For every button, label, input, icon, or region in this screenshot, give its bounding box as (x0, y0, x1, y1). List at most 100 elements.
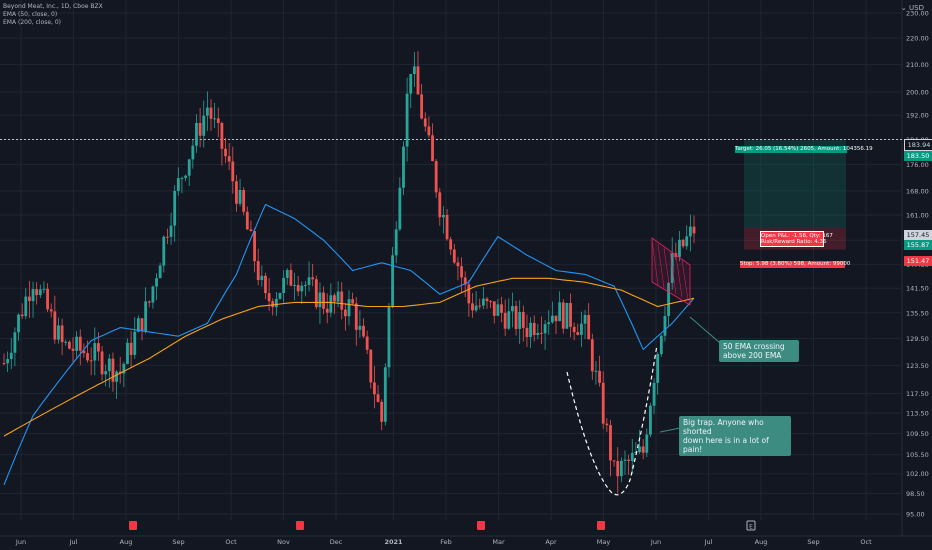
price-tag-dashed: 183.94 (904, 139, 932, 151)
candle-body (144, 301, 148, 332)
candle-body (314, 279, 318, 308)
candle-body (543, 324, 547, 334)
candle-body (594, 370, 598, 372)
candle-body (97, 343, 100, 352)
x-tick-label: Sep (807, 538, 819, 546)
candle-body (623, 459, 627, 461)
price-tag-entry: 157.45 (904, 230, 932, 240)
candle-body (118, 371, 122, 374)
candle-body (598, 370, 601, 383)
candle-body (173, 190, 177, 226)
candle-body (478, 305, 482, 307)
candle-body (278, 293, 282, 299)
x-tick-label: Feb (440, 538, 452, 546)
candle-body (57, 325, 60, 340)
cup-pattern-curve (566, 344, 658, 496)
x-tick-label: Nov (277, 538, 290, 546)
candle-body (460, 266, 463, 278)
candle-body (169, 225, 173, 237)
x-tick-label: Jul (69, 538, 78, 546)
candle-body (547, 322, 551, 325)
candle-body (231, 161, 235, 182)
candle-body (569, 303, 572, 327)
candle-body (180, 177, 184, 179)
candle-body (329, 295, 333, 313)
candle-body (394, 229, 398, 256)
candle-body (187, 159, 191, 176)
earnings-marker (477, 521, 485, 530)
flag-hatch (669, 251, 677, 295)
candle-body (216, 118, 220, 123)
candle-body (205, 107, 209, 116)
price-tag-stop: 151.47 (904, 256, 932, 266)
legend-panel: Beyond Meat, Inc., 1D, Cboe BZX EMA (50,… (3, 3, 103, 27)
candle-body (442, 215, 445, 218)
candle-body (6, 359, 10, 364)
candle-body (158, 265, 162, 279)
candle-body (20, 314, 24, 317)
candle-body (42, 288, 46, 290)
candle-body (373, 382, 376, 395)
candle-body (46, 288, 49, 310)
candle-body (391, 255, 394, 307)
ema-cross-note: 50 EMA crossing above 200 EMA (719, 340, 799, 362)
candle-body (663, 316, 667, 336)
candle-body (369, 349, 373, 383)
candle-body (521, 311, 525, 328)
candle-body (605, 423, 609, 426)
big-trap-pointer (659, 427, 681, 433)
candle-body (376, 394, 380, 402)
price-tag-current: 155.87 (904, 240, 932, 250)
target-label: Target: 26.05 (16.54%) 2605, Amount: 104… (735, 146, 873, 153)
candle-body (489, 301, 493, 303)
candle-body (238, 189, 242, 204)
candle-body (140, 318, 144, 332)
candle-body (416, 66, 420, 95)
candle-body (122, 363, 126, 374)
candle-body (525, 327, 529, 338)
x-tick-label: Jul (704, 538, 713, 546)
candle-body (126, 342, 129, 364)
flag-hatch (663, 247, 671, 292)
candle-body (423, 118, 427, 127)
candle-body (318, 292, 322, 308)
flag-hatch (657, 243, 665, 289)
candle-body (285, 270, 289, 278)
candle-body (28, 296, 31, 302)
candle-body (307, 277, 311, 285)
y-tick-label: 192.00 (906, 112, 929, 120)
candle-body (191, 145, 195, 160)
candle-body (511, 306, 514, 312)
y-tick-label: 113.50 (906, 410, 929, 418)
y-tick-label: 200.00 (906, 89, 929, 97)
candle-body (325, 308, 329, 313)
candle-body (514, 306, 518, 329)
candle-body (162, 236, 166, 266)
candle-body (31, 289, 35, 302)
candle-body (38, 289, 42, 296)
candle-body (235, 181, 238, 204)
candle-body (412, 66, 416, 74)
candle-body (659, 335, 663, 355)
y-tick-label: 117.50 (906, 390, 929, 398)
currency-dropdown[interactable]: ⌄ (900, 4, 907, 12)
candle-body (17, 314, 20, 333)
candle-body (688, 226, 692, 237)
candle-body (89, 360, 93, 362)
candle-body (224, 148, 227, 157)
candle-body (365, 336, 369, 350)
x-tick-label: Aug (120, 538, 133, 546)
candle-body (195, 122, 198, 146)
candle-body (409, 73, 413, 94)
candle-body (264, 275, 267, 294)
candle-body (576, 332, 580, 335)
ema50-line (3, 203, 695, 486)
x-tick-label: Mar (492, 538, 505, 546)
currency-label[interactable]: ⌄ USD (901, 4, 924, 12)
x-tick-label: Sep (172, 538, 184, 546)
x-tick-label: May (597, 538, 611, 546)
candle-body (532, 322, 536, 336)
candle-body (60, 325, 64, 343)
